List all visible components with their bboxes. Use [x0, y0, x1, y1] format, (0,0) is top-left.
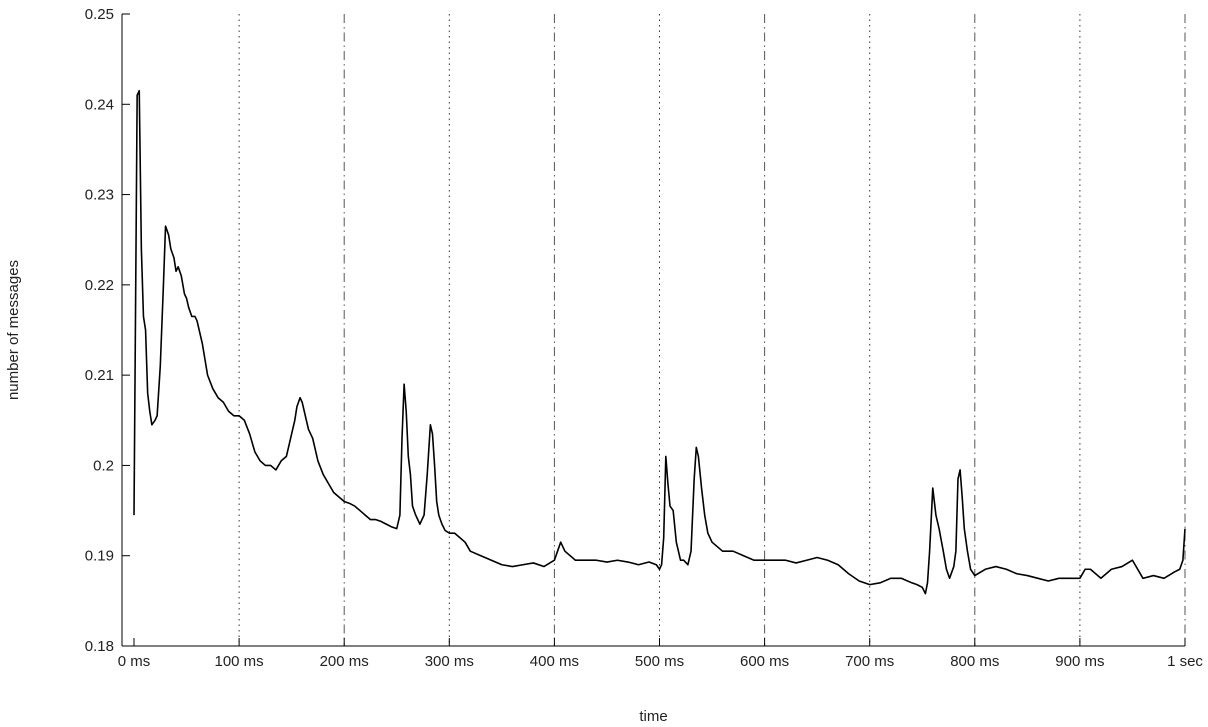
x-tick-label: 500 ms	[635, 653, 684, 670]
y-tick-label: 0.18	[85, 638, 114, 655]
y-tick-label: 0.25	[85, 6, 114, 23]
x-tick-label: 700 ms	[845, 653, 894, 670]
y-tick-label: 0.24	[85, 96, 114, 113]
y-tick-label: 0.19	[85, 548, 114, 565]
y-tick-label: 0.2	[93, 457, 114, 474]
series-line-0	[133, 89, 1186, 595]
x-tick-label: 400 ms	[530, 653, 579, 670]
x-tick-label: 0 ms	[118, 653, 151, 670]
x-tick-label: 300 ms	[425, 653, 474, 670]
y-axis-title: number of messages	[5, 260, 22, 400]
series-layer	[133, 89, 1186, 595]
x-axis-title: time	[639, 708, 667, 725]
x-tick-label: 200 ms	[320, 653, 369, 670]
axes	[121, 14, 1185, 647]
x-tick-label: 1 sec	[1167, 653, 1203, 670]
y-tick-label: 0.22	[85, 277, 114, 294]
y-tick-label: 0.21	[85, 367, 114, 384]
x-axis-ticks: 0 ms 100 ms 200 ms 300 ms 400 ms 500 ms 600 ms…	[118, 638, 1203, 670]
x-tick-label: 800 ms	[950, 653, 999, 670]
x-tick-label: 900 ms	[1055, 653, 1104, 670]
x-tick-label: 600 ms	[740, 653, 789, 670]
y-axis-ticks: 0.18 0.19 0.2 0.21 0.22 0.23 0.24 0.25	[85, 6, 130, 655]
y-tick-label: 0.23	[85, 187, 114, 204]
gridlines	[238, 14, 1186, 646]
x-tick-label: 100 ms	[214, 653, 263, 670]
